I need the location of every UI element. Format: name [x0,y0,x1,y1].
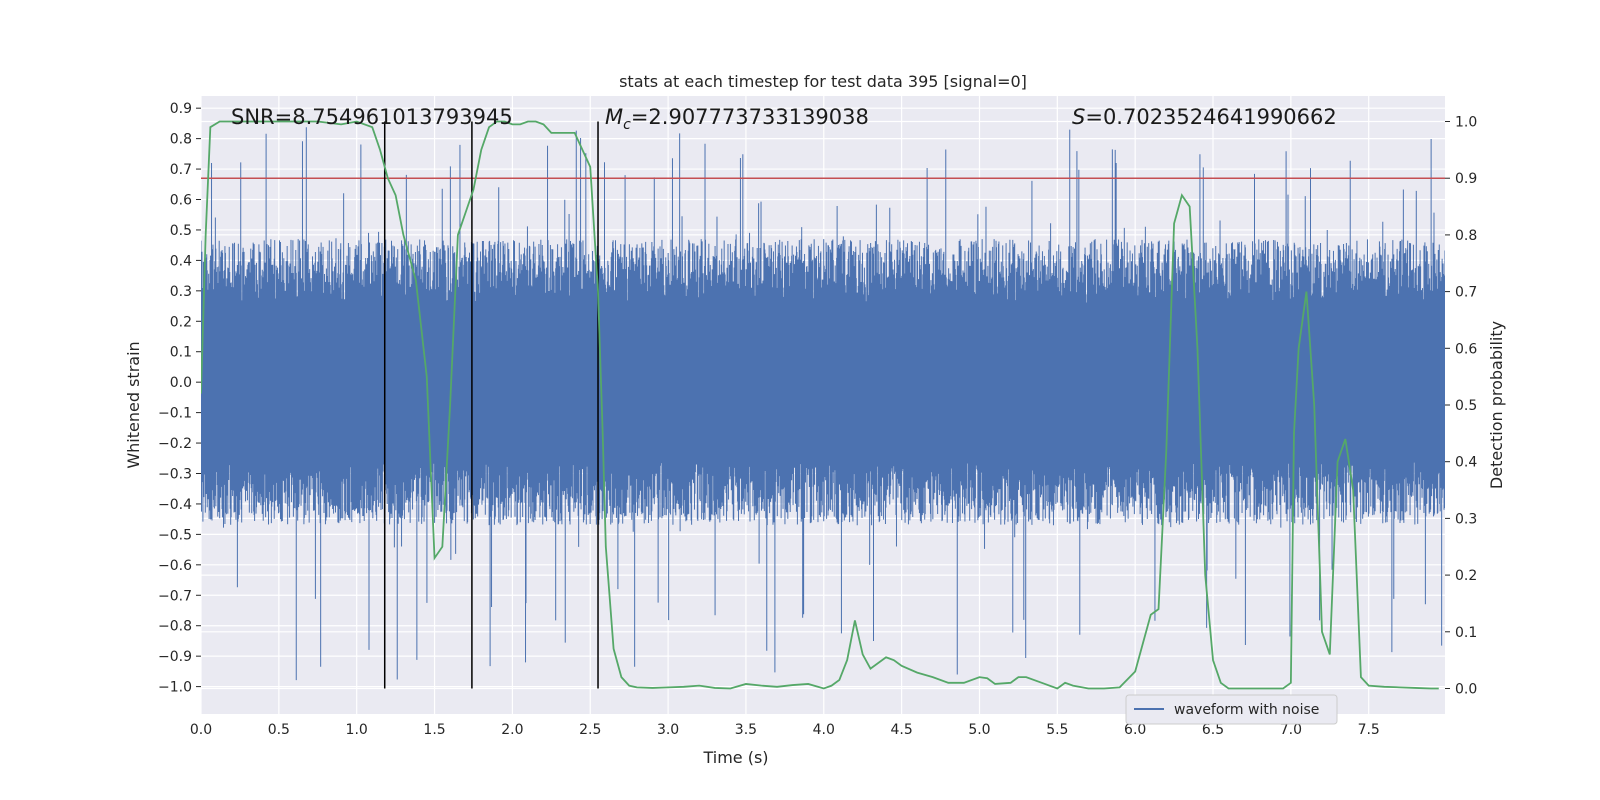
y-tick-label: −0.8 [158,619,192,635]
y-axis-title: Whitened strain [124,341,143,468]
legend: waveform with noise [1125,694,1338,725]
y-tick-label: −0.7 [158,588,192,604]
x-tick-label: 5.5 [1046,722,1068,738]
x-tick-label: 6.0 [1124,722,1146,738]
y2-tick-label: 0.5 [1455,398,1477,414]
x-tick-label: 0.0 [190,722,212,738]
y-tick-label: 0.4 [170,253,192,269]
x-tick-label: 7.5 [1358,722,1380,738]
y-tick-label: −0.5 [158,527,192,543]
y2-tick-label: 0.4 [1455,455,1477,471]
y-tick-label: 0.1 [170,345,192,361]
x-axis-title: Time (s) [702,748,768,767]
x-tick-label: 2.0 [501,722,523,738]
y2-tick-label: 0.6 [1455,341,1477,357]
y2-tick-label: 0.2 [1455,568,1477,584]
annotation-mc: Mc=2.907773733139038 [605,105,869,133]
x-tick-label: 6.5 [1202,722,1224,738]
legend-entry-waveform: waveform with noise [1174,702,1319,718]
y2-tick-label: 0.3 [1455,511,1477,527]
x-tick-label: 4.0 [813,722,835,738]
probability-line [201,120,1439,690]
y-tick-label: −0.1 [158,406,192,422]
y2-tick-label: 0.7 [1455,285,1477,301]
y2-tick-label: 0.0 [1455,681,1477,697]
y-tick-label: 0.8 [170,132,192,148]
y-tick-label: 0.2 [170,314,192,330]
y2-tick-label: 0.8 [1455,228,1477,244]
x-tick-label: 4.5 [890,722,912,738]
x-tick-label: 5.0 [968,722,990,738]
legend-box [1125,694,1338,725]
x-tick-label: 2.5 [579,722,601,738]
y-tick-label: 0.3 [170,284,192,300]
y-tick-label: −0.9 [158,649,192,665]
x-tick-label: 3.0 [657,722,679,738]
y-tick-label: −0.6 [158,558,192,574]
y-tick-label: −0.2 [158,436,192,452]
x-tick-label: 7.0 [1280,722,1302,738]
y2-tick-label: 0.1 [1455,625,1477,641]
annotation-s: S=0.7023524641990662 [1072,105,1337,129]
y-tick-label: 0.9 [170,101,192,117]
y-tick-label: −0.3 [158,466,192,482]
tick-layer: 0.0 0.5 1.0 1.5 2.0 2.5 3.0 3.5 4.0 4.5 5.0 5.5 6.0 6… [158,101,1477,738]
y-tick-label: −0.4 [158,497,192,513]
x-tick-label: 3.5 [735,722,757,738]
y-tick-label: 0.7 [170,162,192,178]
chart-title: stats at each timestep for test data 395… [619,72,1027,91]
x-tick-label: 1.0 [346,722,368,738]
y-tick-label: 0.0 [170,375,192,391]
x-tick-label: 0.5 [268,722,290,738]
x-tick-label: 1.5 [423,722,445,738]
y-tick-label: 0.6 [170,193,192,209]
y-tick-label: 0.5 [170,223,192,239]
y-tick-label: −1.0 [158,680,192,696]
annotation-snr: SNR=8.754961013793945 [231,105,513,129]
y2-tick-label: 0.9 [1455,171,1477,187]
y2-axis-title: Detection probability [1487,321,1506,489]
y2-tick-label: 1.0 [1455,115,1477,131]
